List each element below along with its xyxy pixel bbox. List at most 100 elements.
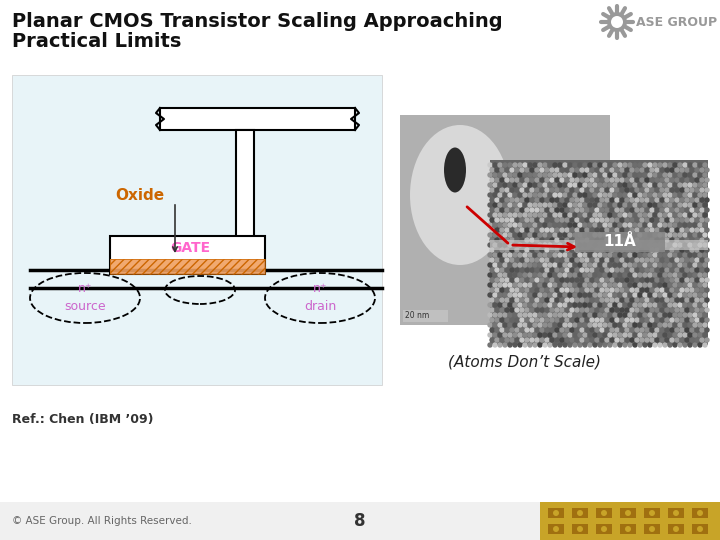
Circle shape bbox=[630, 298, 634, 302]
Circle shape bbox=[543, 223, 547, 227]
Circle shape bbox=[490, 178, 494, 182]
Circle shape bbox=[563, 183, 567, 187]
Circle shape bbox=[573, 313, 577, 317]
Circle shape bbox=[543, 303, 547, 307]
Circle shape bbox=[668, 323, 672, 327]
Circle shape bbox=[613, 343, 617, 347]
Circle shape bbox=[568, 233, 572, 237]
Circle shape bbox=[498, 323, 502, 327]
Text: n⁺: n⁺ bbox=[312, 281, 328, 294]
Circle shape bbox=[618, 233, 622, 237]
Circle shape bbox=[645, 288, 649, 292]
Circle shape bbox=[643, 293, 647, 297]
Circle shape bbox=[613, 253, 617, 257]
Circle shape bbox=[580, 178, 584, 182]
Circle shape bbox=[600, 218, 604, 222]
Circle shape bbox=[503, 183, 507, 187]
Circle shape bbox=[538, 193, 542, 197]
Circle shape bbox=[610, 178, 614, 182]
Circle shape bbox=[513, 293, 517, 297]
Circle shape bbox=[555, 248, 559, 252]
Circle shape bbox=[700, 198, 704, 202]
Circle shape bbox=[578, 183, 582, 187]
Circle shape bbox=[683, 293, 687, 297]
Circle shape bbox=[658, 213, 662, 217]
Circle shape bbox=[563, 193, 567, 197]
Circle shape bbox=[490, 308, 494, 312]
Circle shape bbox=[590, 298, 594, 302]
Circle shape bbox=[648, 333, 652, 337]
Circle shape bbox=[648, 273, 652, 277]
Circle shape bbox=[560, 298, 564, 302]
Circle shape bbox=[513, 273, 517, 277]
Circle shape bbox=[658, 273, 662, 277]
Circle shape bbox=[625, 188, 629, 192]
Circle shape bbox=[623, 293, 627, 297]
Circle shape bbox=[700, 338, 704, 342]
Circle shape bbox=[655, 228, 659, 232]
Circle shape bbox=[518, 333, 522, 337]
Circle shape bbox=[568, 313, 572, 317]
Circle shape bbox=[658, 223, 662, 227]
Circle shape bbox=[488, 273, 492, 277]
Circle shape bbox=[623, 343, 627, 347]
Circle shape bbox=[660, 238, 664, 242]
Circle shape bbox=[585, 298, 589, 302]
Circle shape bbox=[568, 283, 572, 287]
Circle shape bbox=[630, 178, 634, 182]
Circle shape bbox=[560, 318, 564, 322]
Circle shape bbox=[698, 223, 702, 227]
Circle shape bbox=[588, 223, 592, 227]
Circle shape bbox=[693, 273, 697, 277]
Circle shape bbox=[538, 183, 542, 187]
Circle shape bbox=[593, 193, 597, 197]
Circle shape bbox=[578, 243, 582, 247]
Circle shape bbox=[643, 273, 647, 277]
Circle shape bbox=[553, 526, 559, 532]
Circle shape bbox=[508, 173, 512, 177]
Circle shape bbox=[668, 263, 672, 267]
Circle shape bbox=[695, 288, 699, 292]
Circle shape bbox=[510, 168, 514, 172]
Circle shape bbox=[703, 263, 707, 267]
Circle shape bbox=[568, 263, 572, 267]
Circle shape bbox=[663, 303, 667, 307]
Circle shape bbox=[603, 243, 607, 247]
Circle shape bbox=[685, 198, 689, 202]
Circle shape bbox=[575, 228, 579, 232]
Circle shape bbox=[680, 258, 684, 262]
Circle shape bbox=[520, 298, 524, 302]
Circle shape bbox=[505, 308, 509, 312]
Circle shape bbox=[493, 163, 497, 167]
Circle shape bbox=[500, 338, 504, 342]
Circle shape bbox=[583, 293, 587, 297]
Circle shape bbox=[558, 323, 562, 327]
Circle shape bbox=[680, 328, 684, 332]
Circle shape bbox=[685, 218, 689, 222]
Circle shape bbox=[653, 243, 657, 247]
Circle shape bbox=[590, 188, 594, 192]
Circle shape bbox=[648, 183, 652, 187]
Circle shape bbox=[553, 263, 557, 267]
Circle shape bbox=[563, 263, 567, 267]
Circle shape bbox=[625, 338, 629, 342]
Circle shape bbox=[688, 163, 692, 167]
Circle shape bbox=[633, 233, 637, 237]
Circle shape bbox=[568, 343, 572, 347]
Circle shape bbox=[615, 178, 619, 182]
Circle shape bbox=[625, 168, 629, 172]
Circle shape bbox=[628, 203, 632, 207]
Circle shape bbox=[613, 163, 617, 167]
Circle shape bbox=[498, 343, 502, 347]
Circle shape bbox=[553, 303, 557, 307]
Circle shape bbox=[620, 318, 624, 322]
Circle shape bbox=[585, 278, 589, 282]
Text: (Atoms Don’t Scale): (Atoms Don’t Scale) bbox=[449, 354, 601, 369]
Circle shape bbox=[638, 333, 642, 337]
Circle shape bbox=[578, 163, 582, 167]
Circle shape bbox=[545, 318, 549, 322]
Circle shape bbox=[593, 173, 597, 177]
Circle shape bbox=[550, 268, 554, 272]
Circle shape bbox=[490, 258, 494, 262]
Circle shape bbox=[515, 238, 519, 242]
